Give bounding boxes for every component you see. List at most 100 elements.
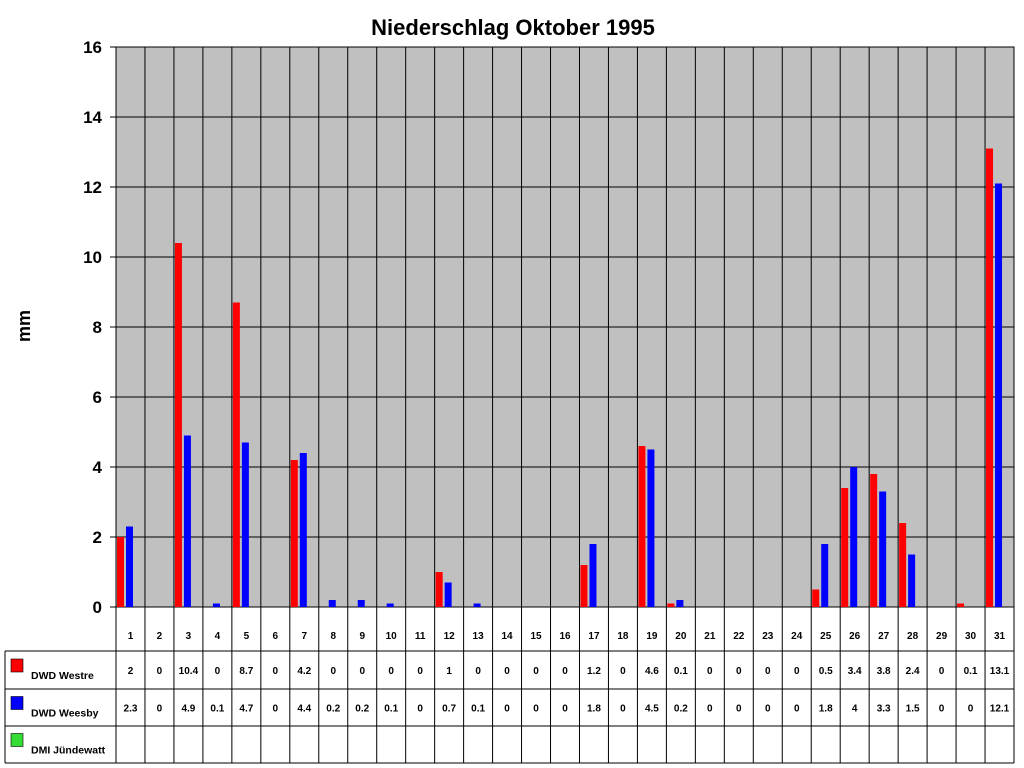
bar-dwd-weesby bbox=[647, 449, 655, 607]
data-label: 0 bbox=[794, 666, 800, 677]
data-label: 3.4 bbox=[848, 666, 862, 677]
y-tick-label: 14 bbox=[83, 108, 102, 127]
data-label: 0 bbox=[939, 666, 945, 677]
data-label: 4.7 bbox=[239, 704, 253, 715]
x-tick-label: 24 bbox=[791, 631, 803, 642]
x-tick-label: 6 bbox=[273, 631, 279, 642]
bar-dwd-westre bbox=[638, 446, 646, 607]
y-tick-label: 10 bbox=[83, 248, 102, 267]
data-label: 0 bbox=[736, 704, 742, 715]
bar-dwd-westre bbox=[667, 603, 675, 607]
x-tick-label: 10 bbox=[386, 631, 398, 642]
data-label: 0 bbox=[273, 666, 279, 677]
data-label: 4.9 bbox=[181, 704, 195, 715]
bar-dwd-weesby bbox=[241, 442, 249, 607]
data-label: 0 bbox=[533, 666, 539, 677]
plot-area: 0 2 4 6 8 10 12 14 16 bbox=[83, 38, 1015, 617]
bar-dwd-weesby bbox=[328, 600, 336, 607]
data-label: 0 bbox=[562, 666, 568, 677]
bar-dwd-westre bbox=[435, 572, 443, 607]
data-label: 2.3 bbox=[124, 704, 138, 715]
data-label: 0 bbox=[215, 666, 221, 677]
x-tick-label: 13 bbox=[473, 631, 485, 642]
y-tick-label: 2 bbox=[93, 528, 102, 547]
bar-dwd-weesby bbox=[908, 554, 916, 607]
data-label: 3.8 bbox=[877, 666, 891, 677]
legend-label: DWD Westre bbox=[31, 670, 94, 682]
bar-dwd-weesby bbox=[183, 435, 191, 607]
data-label: 0.1 bbox=[964, 666, 978, 677]
bar-dwd-westre bbox=[870, 474, 878, 607]
legend-swatch bbox=[10, 696, 24, 710]
data-label: 4.2 bbox=[297, 666, 311, 677]
data-label: 0 bbox=[417, 704, 423, 715]
x-tick-label: 22 bbox=[733, 631, 745, 642]
data-label: 0.2 bbox=[674, 704, 688, 715]
data-label: 13.1 bbox=[990, 666, 1010, 677]
data-label: 0 bbox=[475, 666, 481, 677]
x-tick-label: 1 bbox=[128, 631, 134, 642]
bar-dwd-weesby bbox=[850, 467, 858, 607]
x-tick-label: 17 bbox=[588, 631, 600, 642]
x-tick-label: 23 bbox=[762, 631, 774, 642]
y-axis-label: mm bbox=[14, 310, 34, 342]
chart-title: Niederschlag Oktober 1995 bbox=[371, 15, 655, 40]
legend-label: DWD Weesby bbox=[31, 708, 99, 720]
data-label: 2.4 bbox=[906, 666, 920, 677]
data-label: 0 bbox=[330, 666, 336, 677]
data-label: 0 bbox=[417, 666, 423, 677]
data-label: 0 bbox=[562, 704, 568, 715]
x-tick-label: 25 bbox=[820, 631, 832, 642]
x-tick-label: 28 bbox=[907, 631, 919, 642]
bar-dwd-westre bbox=[957, 603, 965, 607]
legend-label: DMI Jündewatt bbox=[31, 745, 106, 757]
x-tick-label: 27 bbox=[878, 631, 890, 642]
x-tick-label: 12 bbox=[444, 631, 456, 642]
data-label: 0.2 bbox=[326, 704, 340, 715]
data-label: 1.8 bbox=[587, 704, 601, 715]
x-tick-label: 15 bbox=[530, 631, 542, 642]
data-label: 4.4 bbox=[297, 704, 311, 715]
bar-dwd-weesby bbox=[299, 453, 307, 607]
data-label: 0.1 bbox=[674, 666, 688, 677]
data-label: 12.1 bbox=[990, 704, 1010, 715]
bar-dwd-westre bbox=[580, 565, 588, 607]
data-label: 0 bbox=[157, 666, 163, 677]
x-tick-label: 7 bbox=[302, 631, 308, 642]
bar-dwd-westre bbox=[899, 523, 907, 607]
y-tick-label: 4 bbox=[93, 458, 103, 477]
data-label: 0 bbox=[794, 704, 800, 715]
x-tick-label: 2 bbox=[157, 631, 163, 642]
x-tick-label: 14 bbox=[502, 631, 514, 642]
data-label: 0.1 bbox=[210, 704, 224, 715]
data-label: 1.8 bbox=[819, 704, 833, 715]
bar-dwd-westre bbox=[117, 537, 124, 607]
data-label: 0 bbox=[359, 666, 365, 677]
data-label: 0.1 bbox=[471, 704, 485, 715]
data-label: 0 bbox=[273, 704, 279, 715]
bar-dwd-weesby bbox=[676, 600, 684, 607]
data-label: 0.5 bbox=[819, 666, 833, 677]
bar-dwd-weesby bbox=[995, 183, 1003, 607]
data-label: 0.2 bbox=[355, 704, 369, 715]
y-tick-label: 6 bbox=[93, 388, 102, 407]
bar-dwd-weesby bbox=[879, 491, 887, 607]
data-label: 0 bbox=[388, 666, 394, 677]
x-tick-label: 20 bbox=[675, 631, 687, 642]
data-label: 10.4 bbox=[179, 666, 199, 677]
data-label: 1 bbox=[446, 666, 452, 677]
data-label: 0 bbox=[707, 666, 713, 677]
data-label: 0 bbox=[968, 704, 974, 715]
y-tick-label: 16 bbox=[83, 38, 102, 57]
data-label: 4.5 bbox=[645, 704, 659, 715]
bar-dwd-weesby bbox=[386, 603, 394, 607]
data-label: 0 bbox=[736, 666, 742, 677]
y-tick-label: 12 bbox=[83, 178, 102, 197]
bar-dwd-weesby bbox=[212, 603, 220, 607]
x-tick-label: 18 bbox=[617, 631, 629, 642]
x-tick-label: 4 bbox=[215, 631, 221, 642]
x-tick-label: 9 bbox=[359, 631, 365, 642]
data-label: 4.6 bbox=[645, 666, 659, 677]
data-label: 0 bbox=[765, 666, 771, 677]
